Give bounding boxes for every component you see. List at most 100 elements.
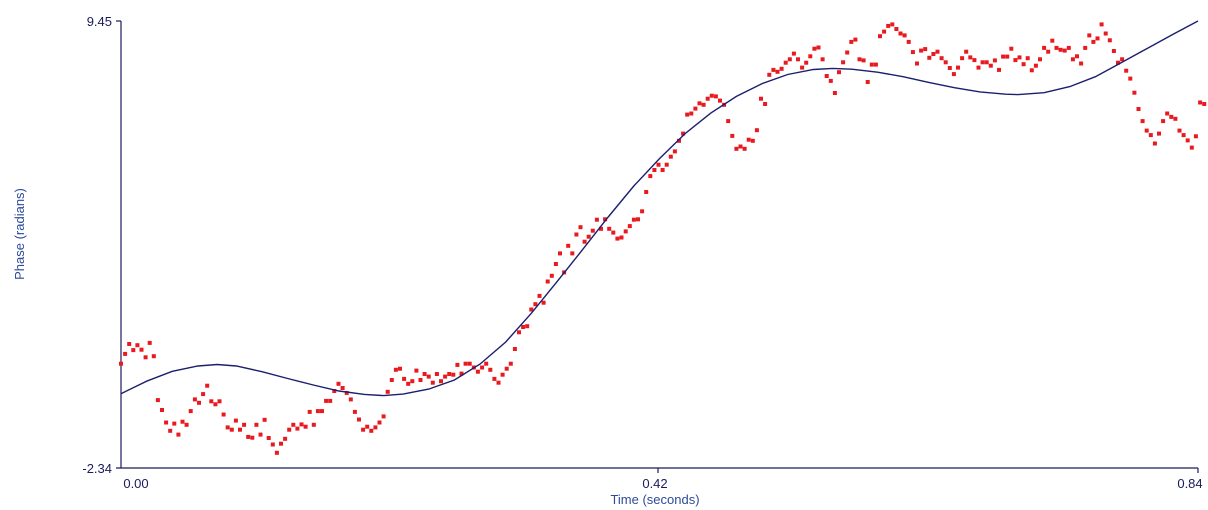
data-point-76 — [430, 380, 435, 385]
data-point-4 — [135, 343, 140, 348]
data-point-129 — [648, 174, 653, 179]
data-point-13 — [172, 421, 177, 426]
data-point-82 — [455, 362, 460, 367]
data-point-48 — [315, 409, 320, 414]
data-point-198 — [931, 52, 936, 56]
data-point-149 — [730, 133, 735, 138]
data-point-247 — [1132, 90, 1137, 95]
data-points — [119, 22, 1207, 455]
data-point-50 — [324, 398, 329, 403]
data-point-73 — [418, 378, 423, 382]
data-point-37 — [270, 442, 275, 447]
data-point-251 — [1148, 133, 1153, 138]
data-point-245 — [1124, 68, 1129, 73]
data-point-192 — [906, 39, 911, 44]
data-point-148 — [726, 119, 731, 124]
data-point-170 — [816, 45, 821, 50]
data-point-212 — [988, 63, 993, 68]
data-point-179 — [853, 37, 858, 42]
data-point-58 — [357, 417, 361, 422]
data-point-136 — [677, 138, 681, 143]
x-tick-label-mid: 0.42 — [642, 476, 667, 491]
data-point-223 — [1033, 63, 1038, 68]
data-point-144 — [709, 93, 714, 98]
data-point-83 — [459, 371, 464, 376]
data-point-133 — [664, 162, 669, 167]
data-point-44 — [299, 422, 304, 427]
data-point-165 — [796, 57, 800, 62]
data-point-167 — [804, 60, 809, 65]
data-point-257 — [1173, 116, 1178, 121]
data-point-11 — [164, 420, 169, 425]
data-point-183 — [869, 62, 874, 67]
data-point-211 — [984, 60, 989, 65]
data-point-91 — [492, 376, 497, 381]
data-point-224 — [1038, 57, 1042, 62]
data-point-39 — [279, 441, 283, 446]
data-point-209 — [976, 65, 981, 70]
data-point-69 — [402, 376, 407, 381]
data-point-68 — [398, 366, 402, 371]
data-point-10 — [160, 408, 164, 412]
data-point-222 — [1029, 68, 1034, 73]
data-point-61 — [369, 428, 374, 433]
x-axis-title: Time (seconds) — [610, 492, 699, 507]
data-point-249 — [1140, 119, 1145, 124]
data-point-71 — [410, 379, 415, 384]
data-point-175 — [837, 70, 841, 75]
data-point-87 — [475, 369, 480, 374]
data-point-205 — [960, 56, 965, 61]
data-point-54 — [340, 386, 345, 390]
data-point-33 — [254, 422, 259, 427]
data-point-80 — [447, 372, 452, 376]
data-point-141 — [697, 101, 702, 106]
data-point-113 — [582, 239, 587, 244]
data-point-197 — [927, 55, 932, 60]
data-point-3 — [131, 348, 136, 353]
data-point-151 — [738, 144, 743, 149]
data-point-40 — [283, 436, 288, 441]
data-point-1 — [123, 351, 128, 356]
data-point-181 — [861, 58, 866, 63]
data-point-214 — [997, 67, 1001, 72]
data-point-238 — [1095, 36, 1100, 41]
data-point-243 — [1116, 60, 1120, 65]
data-point-21 — [205, 383, 210, 388]
data-point-229 — [1058, 47, 1063, 52]
data-point-253 — [1157, 131, 1161, 136]
data-point-99 — [525, 324, 530, 329]
data-point-163 — [787, 57, 792, 62]
data-point-173 — [828, 78, 833, 83]
data-point-77 — [434, 372, 439, 376]
data-point-29 — [238, 427, 242, 432]
data-point-172 — [824, 74, 829, 78]
data-point-42 — [291, 422, 296, 427]
data-point-152 — [742, 146, 747, 151]
data-point-19 — [197, 400, 201, 405]
data-point-64 — [381, 414, 386, 419]
data-point-142 — [701, 102, 706, 107]
data-point-79 — [443, 374, 448, 379]
data-point-191 — [902, 33, 907, 38]
data-point-255 — [1165, 111, 1170, 116]
data-point-63 — [377, 420, 382, 425]
data-point-174 — [832, 91, 837, 95]
data-point-234 — [1079, 61, 1084, 66]
data-point-156 — [759, 96, 763, 101]
data-point-100 — [529, 307, 534, 312]
data-point-190 — [898, 31, 903, 36]
data-point-239 — [1099, 22, 1104, 27]
data-point-111 — [574, 232, 579, 237]
data-point-12 — [168, 428, 173, 433]
data-point-2 — [127, 342, 132, 346]
data-point-28 — [233, 418, 238, 423]
data-point-15 — [180, 419, 185, 424]
data-point-105 — [549, 273, 554, 278]
data-point-117 — [599, 226, 603, 231]
axes — [116, 20, 1199, 473]
data-point-46 — [307, 409, 312, 414]
data-point-254 — [1161, 119, 1166, 124]
data-point-112 — [578, 225, 583, 230]
data-point-101 — [533, 302, 538, 307]
data-point-57 — [352, 409, 357, 414]
